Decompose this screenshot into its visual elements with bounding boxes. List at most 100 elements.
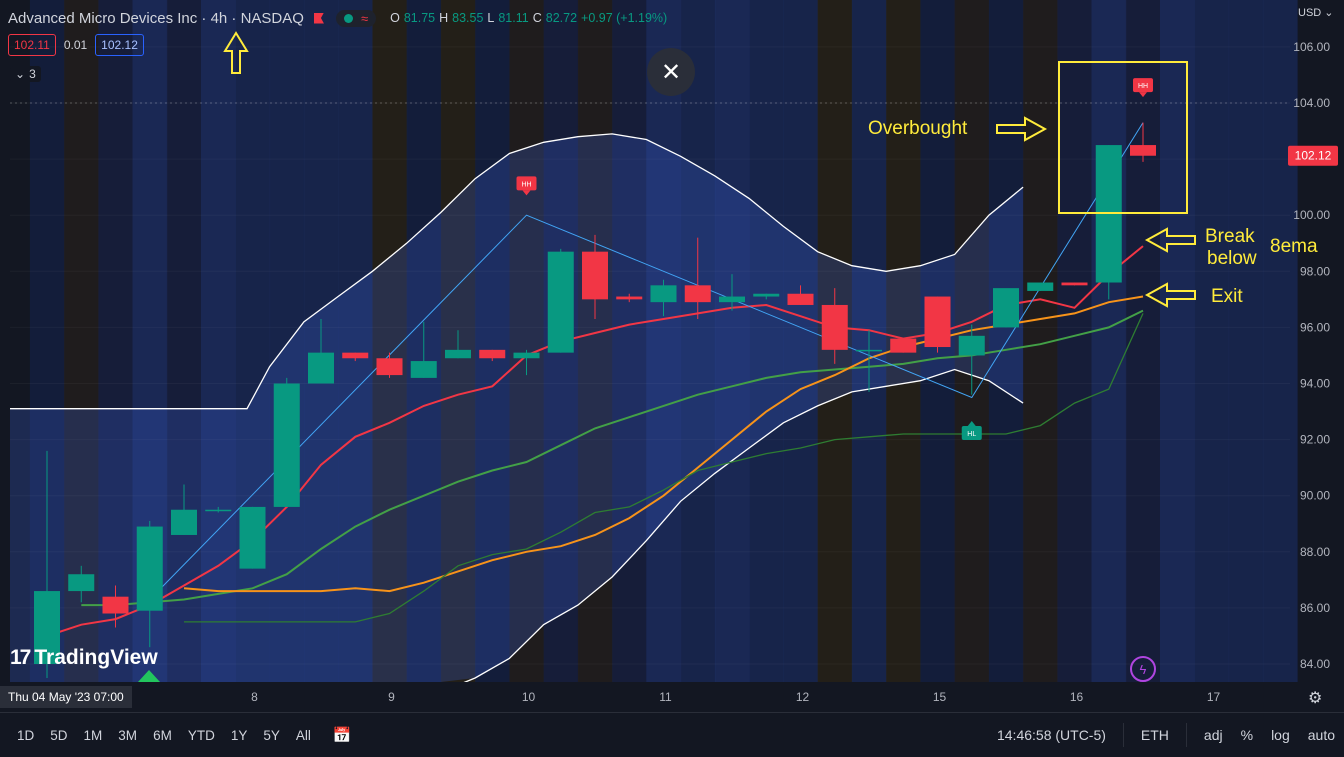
marker-label: HH bbox=[521, 181, 531, 188]
y-tick-label: 104.00 bbox=[1293, 96, 1330, 110]
candle-body bbox=[1130, 145, 1156, 156]
close-label: C bbox=[532, 11, 542, 25]
candle-body bbox=[787, 293, 814, 305]
candle-body bbox=[171, 509, 197, 535]
zigzag-line bbox=[149, 122, 1144, 600]
tradingview-mark-icon: 17 bbox=[10, 646, 31, 669]
buy-signal-marker bbox=[138, 670, 160, 682]
candle-body bbox=[547, 251, 574, 353]
moving-average-line bbox=[81, 309, 1144, 607]
candle-body bbox=[616, 296, 643, 300]
high-value: 83.55 bbox=[452, 11, 484, 25]
ask-button[interactable]: 102.12 bbox=[95, 34, 144, 56]
timeframe-1y[interactable]: 1Y bbox=[230, 727, 248, 743]
annotation-overbought: Overbought bbox=[868, 118, 968, 139]
bollinger-upper-line bbox=[10, 133, 1024, 410]
timeframe-5d[interactable]: 5D bbox=[50, 727, 68, 743]
chart-header: Advanced Micro Devices Inc · 4h · NASDAQ… bbox=[8, 7, 667, 29]
clock[interactable]: 14:46:58 (UTC-5) bbox=[996, 727, 1106, 743]
y-tick-label: 86.00 bbox=[1300, 601, 1330, 615]
session-stripe bbox=[612, 0, 647, 682]
percent-button[interactable]: % bbox=[1240, 727, 1254, 743]
marker-hh bbox=[1133, 78, 1153, 93]
adj-button[interactable]: adj bbox=[1203, 727, 1223, 743]
marker-label: HH bbox=[1138, 83, 1148, 90]
current-price-label-bg bbox=[1288, 145, 1338, 166]
divider bbox=[1185, 723, 1187, 747]
session-button[interactable]: ETH bbox=[1140, 727, 1169, 743]
timeframe-1d[interactable]: 1D bbox=[17, 727, 35, 743]
session-stripe bbox=[646, 0, 682, 682]
moving-average-line bbox=[183, 295, 1144, 593]
session-stripe bbox=[338, 0, 373, 682]
session-stripe bbox=[269, 0, 305, 682]
timeframe-6m[interactable]: 6M bbox=[153, 727, 172, 743]
gear-icon[interactable]: ⚙ bbox=[1308, 690, 1323, 707]
annotation-arrow-up bbox=[223, 31, 249, 74]
symbol-title[interactable]: Advanced Micro Devices Inc · 4h · NASDAQ bbox=[8, 9, 304, 27]
candle-body bbox=[1061, 282, 1088, 286]
chevron-down-icon: ⌄ bbox=[15, 67, 26, 81]
open-value: 81.75 bbox=[403, 11, 436, 25]
session-stripe bbox=[1091, 0, 1127, 682]
candle-body bbox=[34, 591, 60, 664]
bolt-icon[interactable]: ϟ bbox=[1130, 656, 1156, 682]
ohlc-values: O 81.75 H 83.55 L 81.11 C 82.72 +0.97 (+1.19… bbox=[390, 11, 667, 25]
candle-body bbox=[1027, 282, 1054, 291]
close-icon[interactable]: ✕ bbox=[647, 48, 695, 96]
timeframe-5y[interactable]: 5Y bbox=[263, 727, 280, 743]
candle-body bbox=[342, 352, 369, 359]
crosshair-date-label: Thu 04 May '23 07:00 bbox=[0, 686, 132, 708]
candle-body bbox=[273, 383, 300, 507]
session-stripe bbox=[1057, 0, 1093, 682]
timeframe-all[interactable]: All bbox=[295, 727, 311, 743]
close-value: 82.72 bbox=[545, 11, 578, 25]
marker-pointer bbox=[522, 190, 531, 196]
marker-hl bbox=[961, 425, 982, 440]
annotation-exit: Exit bbox=[1211, 286, 1243, 307]
auto-button[interactable]: auto bbox=[1307, 727, 1335, 743]
candle-body bbox=[376, 358, 403, 376]
wave-icon: ≈ bbox=[360, 10, 369, 26]
session-stripe bbox=[509, 0, 545, 682]
indicator-count: 3 bbox=[29, 67, 36, 81]
marker-pointer bbox=[967, 420, 976, 426]
session-stripe bbox=[1228, 0, 1264, 682]
currency-selector[interactable]: USD ⌄ bbox=[1298, 7, 1334, 19]
flag-icon[interactable] bbox=[313, 12, 324, 24]
moving-average-line bbox=[184, 313, 1144, 623]
candle-body bbox=[205, 509, 232, 512]
x-tick-label: 8 bbox=[251, 690, 258, 704]
x-tick-label: 16 bbox=[1070, 690, 1084, 704]
x-tick-label: 10 bbox=[522, 690, 536, 704]
calendar-icon[interactable]: 📅 bbox=[332, 727, 352, 744]
annotation-arrow bbox=[1144, 227, 1196, 253]
timeframe-ytd[interactable]: YTD bbox=[187, 727, 215, 743]
right-controls: 14:46:58 (UTC-5) ETH adj % log auto bbox=[988, 713, 1344, 757]
log-button[interactable]: log bbox=[1271, 727, 1290, 743]
indicators-toggle[interactable]: ⌄ 3 bbox=[10, 66, 41, 82]
timeframe-1m[interactable]: 1M bbox=[83, 727, 103, 743]
session-stripe bbox=[749, 0, 784, 682]
price-chart[interactable]: 84.00 86.00 88.00 90.00 92.00 94.00 96.00 98.00… bbox=[0, 0, 1344, 712]
tradingview-logo[interactable]: 17 TradingView bbox=[10, 646, 158, 670]
annotation-arrow bbox=[996, 116, 1048, 142]
y-tick-label: 106.00 bbox=[1293, 40, 1330, 54]
status-pill[interactable]: ≈ bbox=[335, 9, 377, 27]
timeframe-3m[interactable]: 3M bbox=[118, 727, 138, 743]
candle-body bbox=[821, 304, 848, 350]
candle-body bbox=[753, 293, 780, 297]
annotation-arrow bbox=[1144, 282, 1196, 308]
annotation-break: Break bbox=[1205, 226, 1255, 247]
candle-body bbox=[958, 335, 985, 356]
candle-body bbox=[68, 574, 95, 592]
candle-body bbox=[993, 288, 1019, 328]
session-stripe bbox=[1125, 0, 1161, 682]
bid-button[interactable]: 102.11 bbox=[8, 34, 56, 56]
candle-body bbox=[102, 596, 129, 614]
marker-hh bbox=[516, 176, 537, 191]
high-label: H bbox=[439, 11, 449, 25]
low-label: L bbox=[487, 11, 495, 25]
candle-body bbox=[445, 349, 471, 359]
candle-body bbox=[239, 506, 266, 569]
